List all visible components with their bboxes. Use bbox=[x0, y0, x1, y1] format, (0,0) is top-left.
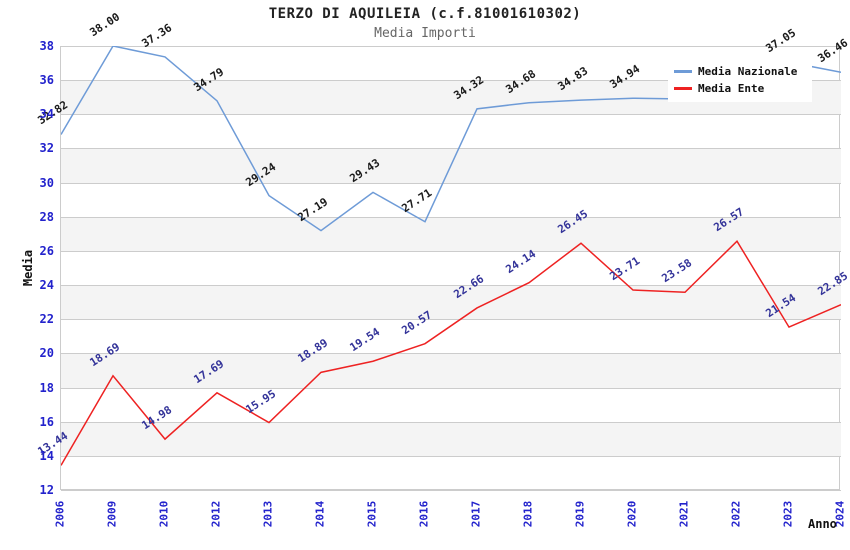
gridline bbox=[61, 455, 841, 457]
gridline bbox=[61, 319, 841, 321]
gridline bbox=[61, 353, 841, 355]
gridline bbox=[61, 216, 841, 218]
y-tick-label: 38 bbox=[39, 39, 54, 53]
legend-label: Media Nazionale bbox=[698, 65, 798, 78]
x-tick-label: 2016 bbox=[417, 500, 431, 528]
x-tick-label: 2020 bbox=[625, 500, 639, 528]
x-tick-label: 2009 bbox=[105, 500, 119, 528]
x-tick-label: 2018 bbox=[521, 500, 535, 528]
gridline bbox=[61, 250, 841, 252]
band-fill bbox=[61, 216, 841, 251]
legend-label: Media Ente bbox=[698, 82, 765, 95]
x-tick-label: 2014 bbox=[313, 500, 327, 528]
y-tick-label: 12 bbox=[39, 483, 54, 497]
y-tick-label: 34 bbox=[39, 107, 54, 122]
x-axis-title: Anno bbox=[808, 517, 837, 531]
x-tick-label: 2006 bbox=[53, 500, 67, 528]
gridline bbox=[61, 182, 841, 184]
legend-item-media-nazionale: Media Nazionale bbox=[674, 65, 812, 78]
y-tick-label: 14 bbox=[39, 448, 54, 463]
x-tick-label: 2012 bbox=[209, 500, 223, 528]
gridline bbox=[61, 387, 841, 389]
y-axis-title-text: Media bbox=[21, 249, 35, 287]
y-tick-label: 22 bbox=[39, 312, 54, 327]
band-fill bbox=[61, 285, 841, 320]
x-tick-label: 2021 bbox=[677, 500, 691, 528]
x-tick-label: 2019 bbox=[573, 500, 587, 528]
x-tick-label: 2015 bbox=[365, 500, 379, 528]
y-tick-label: 18 bbox=[39, 380, 54, 395]
y-tick-label: 36 bbox=[39, 73, 54, 88]
legend-item-media-ente: Media Ente bbox=[674, 82, 812, 95]
x-tick-label: 2017 bbox=[469, 500, 483, 528]
chart-title: TERZO DI AQUILEIA (c.f.81001610302) bbox=[268, 6, 582, 22]
legend-swatch bbox=[674, 87, 692, 90]
gridline bbox=[61, 285, 841, 287]
chart-subtitle: Media Importi bbox=[374, 26, 476, 41]
series-line-media-ente bbox=[61, 239, 841, 466]
gridline bbox=[61, 421, 841, 423]
y-tick-label: 30 bbox=[39, 175, 54, 190]
x-tick-label: 2023 bbox=[781, 500, 795, 528]
y-tick-label: 28 bbox=[39, 209, 54, 224]
series-lines bbox=[61, 46, 841, 466]
y-tick-label: 20 bbox=[39, 346, 54, 361]
gridline bbox=[61, 46, 841, 47]
gridline bbox=[61, 148, 841, 150]
y-tick-label: 26 bbox=[39, 243, 54, 258]
y-tick-label: 32 bbox=[39, 141, 54, 156]
gridline bbox=[61, 114, 841, 116]
y-tick-label: 24 bbox=[39, 278, 54, 293]
band-fill bbox=[61, 353, 841, 388]
x-tick-label: 2022 bbox=[729, 500, 743, 528]
y-tick-label: 16 bbox=[39, 414, 54, 429]
plot-area bbox=[60, 46, 841, 491]
x-tick-label: 2013 bbox=[261, 500, 275, 528]
x-tick-label: 2010 bbox=[157, 500, 171, 528]
legend-swatch bbox=[674, 70, 692, 73]
band-fill bbox=[61, 421, 841, 456]
gridline bbox=[61, 490, 841, 491]
gridline bbox=[61, 80, 841, 82]
legend: Media Nazionale Media Ente bbox=[668, 58, 812, 102]
